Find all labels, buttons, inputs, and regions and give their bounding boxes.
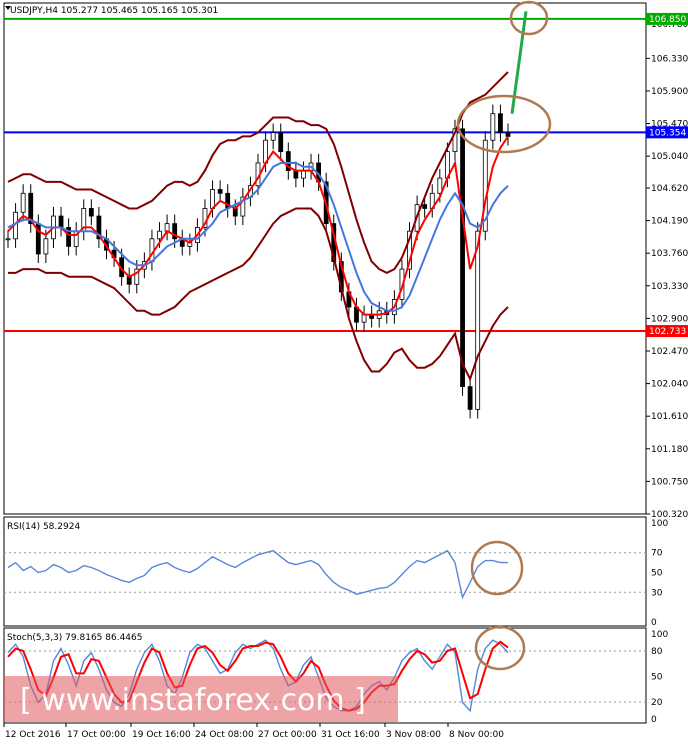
price-tick-label: 100.320 [651, 510, 688, 520]
price-panel-frame [3, 2, 647, 515]
candle-body [482, 139, 488, 232]
candle-body [88, 208, 94, 217]
price-tick-label: 101.180 [651, 445, 688, 455]
level-label-current: 105.354 [649, 128, 686, 138]
candle-body [285, 151, 291, 171]
series-line-sma-blue [7, 162, 509, 312]
symbol-header: USDJPY,H4 105.277 105.465 105.165 105.30… [10, 6, 218, 16]
price-tick-label: 103.760 [651, 249, 688, 259]
candle-body [58, 215, 64, 228]
price-tick-label: 104.190 [651, 217, 688, 227]
time-tick-label: 27 Oct 00:00 [258, 730, 317, 740]
price-tick-label: 105.040 [651, 152, 688, 162]
time-tick-label: 12 Oct 2016 [5, 730, 61, 740]
watermark-logo: [ www.instaforex.com ] [4, 676, 398, 722]
candle-body [66, 227, 72, 247]
watermark-band [4, 676, 398, 722]
level-tag-current [646, 126, 688, 139]
candle-body [217, 189, 223, 194]
candle-body [467, 386, 473, 410]
candle-body [407, 230, 412, 270]
rsi-tick-label: 30 [651, 588, 663, 598]
candle-body [28, 192, 34, 225]
time-tick-label: 24 Oct 08:00 [195, 730, 254, 740]
rsi-tick-label: 0 [651, 618, 657, 628]
candle-body [460, 128, 465, 388]
stoch-line-pct-K [7, 639, 509, 713]
candle-body [164, 223, 170, 232]
rsi-tick-label: 70 [651, 549, 663, 559]
candle-body [422, 204, 428, 209]
candle-body [437, 177, 443, 194]
stoch-tick-label: 0 [651, 715, 657, 725]
level-tag-support [646, 325, 688, 338]
series-line-bb-upper [7, 71, 509, 275]
price-tick-label: 101.610 [651, 412, 688, 422]
annotation-circle-stoch [474, 625, 526, 671]
annotation-circle-price [456, 94, 552, 154]
time-tick-label: 17 Oct 00:00 [67, 730, 126, 740]
candle-body [20, 192, 26, 213]
time-tick-label: 8 Nov 00:00 [449, 730, 504, 740]
price-tick-label: 106.780 [651, 20, 688, 30]
stoch-line-pct-D [7, 640, 509, 712]
candle-body [43, 238, 49, 255]
candle-body [498, 113, 503, 134]
series-line-bb-lower [8, 207, 509, 382]
price-tick-label: 100.750 [651, 477, 688, 487]
price-tick-label: 102.900 [651, 314, 688, 324]
rsi-panel-frame [3, 516, 647, 627]
candle-body [270, 132, 276, 141]
annotation-circle-rsi [470, 540, 524, 596]
candle-body [301, 170, 306, 179]
stoch-tick-label: 80 [651, 647, 663, 657]
watermark-text: [ www.instaforex.com ] [20, 683, 366, 718]
stoch-title: Stoch(5,3,3) 79.8165 86.4465 [7, 633, 142, 643]
stoch-tick-label: 50 [651, 673, 663, 683]
stoch-tick-label: 20 [651, 698, 663, 708]
level-tag-resistance [646, 12, 688, 25]
time-axis: 12 Oct 2016 17 Oct 00:00 19 Oct 16:00 24 Oc… [3, 723, 504, 740]
rsi-tick-label: 100 [651, 519, 668, 529]
candle-body [172, 223, 178, 240]
candle-body [278, 132, 284, 152]
rsi-tick-label: 50 [651, 569, 663, 579]
candle-body [452, 128, 458, 152]
candle-body [126, 276, 132, 285]
candle-body [361, 314, 367, 323]
level-label-resistance: 106.850 [649, 15, 686, 25]
time-tick-label: 3 Nov 08:00 [386, 730, 441, 740]
rsi-line [7, 549, 508, 600]
candle-body [475, 230, 481, 410]
price-tick-label: 103.330 [651, 282, 688, 292]
price-tick-label: 106.330 [651, 54, 688, 64]
price-tick-label: 104.620 [651, 184, 688, 194]
price-tick-label: 105.900 [651, 87, 688, 97]
candle-body [490, 113, 496, 141]
price-tick-label: 102.040 [651, 380, 688, 390]
price-tick-label: 105.470 [651, 120, 688, 130]
candle-body [293, 170, 299, 179]
time-tick-label: 31 Oct 16:00 [321, 730, 380, 740]
price-panel: 106.780 106.330 105.900 105.470 105.040 104.6… [3, 0, 688, 520]
candle-body [157, 230, 162, 240]
time-tick-label: 19 Oct 16:00 [132, 730, 191, 740]
annotation-circle-target [509, 0, 549, 36]
candle-body [505, 132, 511, 137]
candle-body [134, 268, 140, 285]
level-label-support: 102.733 [649, 327, 686, 337]
rsi-panel: 100 70 50 30 0 RSI(14) 58.2924 [3, 516, 668, 628]
stoch-tick-label: 100 [651, 630, 668, 640]
rsi-title: RSI(14) 58.2924 [7, 522, 80, 532]
price-tick-label: 102.470 [651, 347, 688, 357]
candle-body [210, 189, 215, 209]
candle-body [96, 215, 102, 240]
candle-body [240, 196, 246, 217]
symbol-arrow-icon [5, 6, 11, 10]
series-line-sma-red [7, 135, 509, 316]
candle-body [5, 238, 11, 241]
